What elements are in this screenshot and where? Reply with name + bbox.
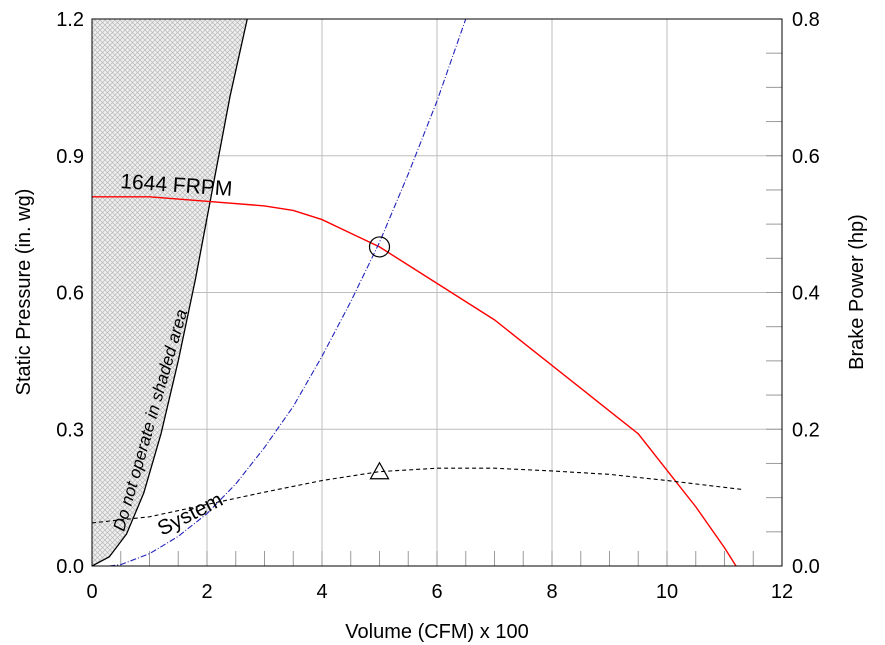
y2-tick-label: 0.2 [792,419,820,441]
brake-power-line [92,467,742,524]
y2-axis-tick-labels: 0.0 0.2 0.4 0.6 0.8 [792,9,820,578]
shaded-no-operate-region [92,19,248,566]
y-tick-label: 0.9 [56,146,84,168]
fan-curve-line [92,196,737,566]
y2-tick-label: 0.6 [792,146,820,168]
y-axis-tick-labels: 0.0 0.3 0.6 0.9 1.2 [56,9,84,578]
y-axis-title: Static Pressure (in. wg) [13,189,35,396]
y2-tick-label: 0.8 [792,9,820,31]
operating-point-markers [368,236,391,480]
y2-tick-label: 0.0 [792,556,820,578]
operating-point-circle-marker [368,236,391,258]
y-tick-label: 0.3 [56,419,84,441]
x-axis-title: Volume (CFM) x 100 [345,621,528,643]
x-tick-label: 2 [201,581,212,603]
y2-tick-label: 0.4 [792,283,820,305]
plot-frame [91,18,783,567]
series-lines [92,19,742,566]
y2-axis-title: Brake Power (hp) [846,214,868,370]
x-tick-label: 12 [771,581,793,603]
x-tick-label: 10 [656,581,678,603]
y-tick-label: 0.6 [56,283,84,305]
y-tick-label: 1.2 [56,9,84,31]
shaded-region-fill [92,19,248,566]
system-curve-label: System [154,488,227,540]
x-axis-tick-labels: 0 2 4 6 8 10 12 [86,581,793,603]
x-tick-label: 8 [546,581,557,603]
x-tick-label: 4 [316,581,327,603]
operating-point-triangle-marker [369,461,390,480]
x-tick-label: 0 [86,581,97,603]
minor-ticks [91,18,783,567]
gridlines [92,19,782,566]
shaded-region-boundary [92,19,248,566]
y-tick-label: 0.0 [56,556,84,578]
x-tick-label: 6 [431,581,442,603]
system-curve-line [109,19,467,566]
